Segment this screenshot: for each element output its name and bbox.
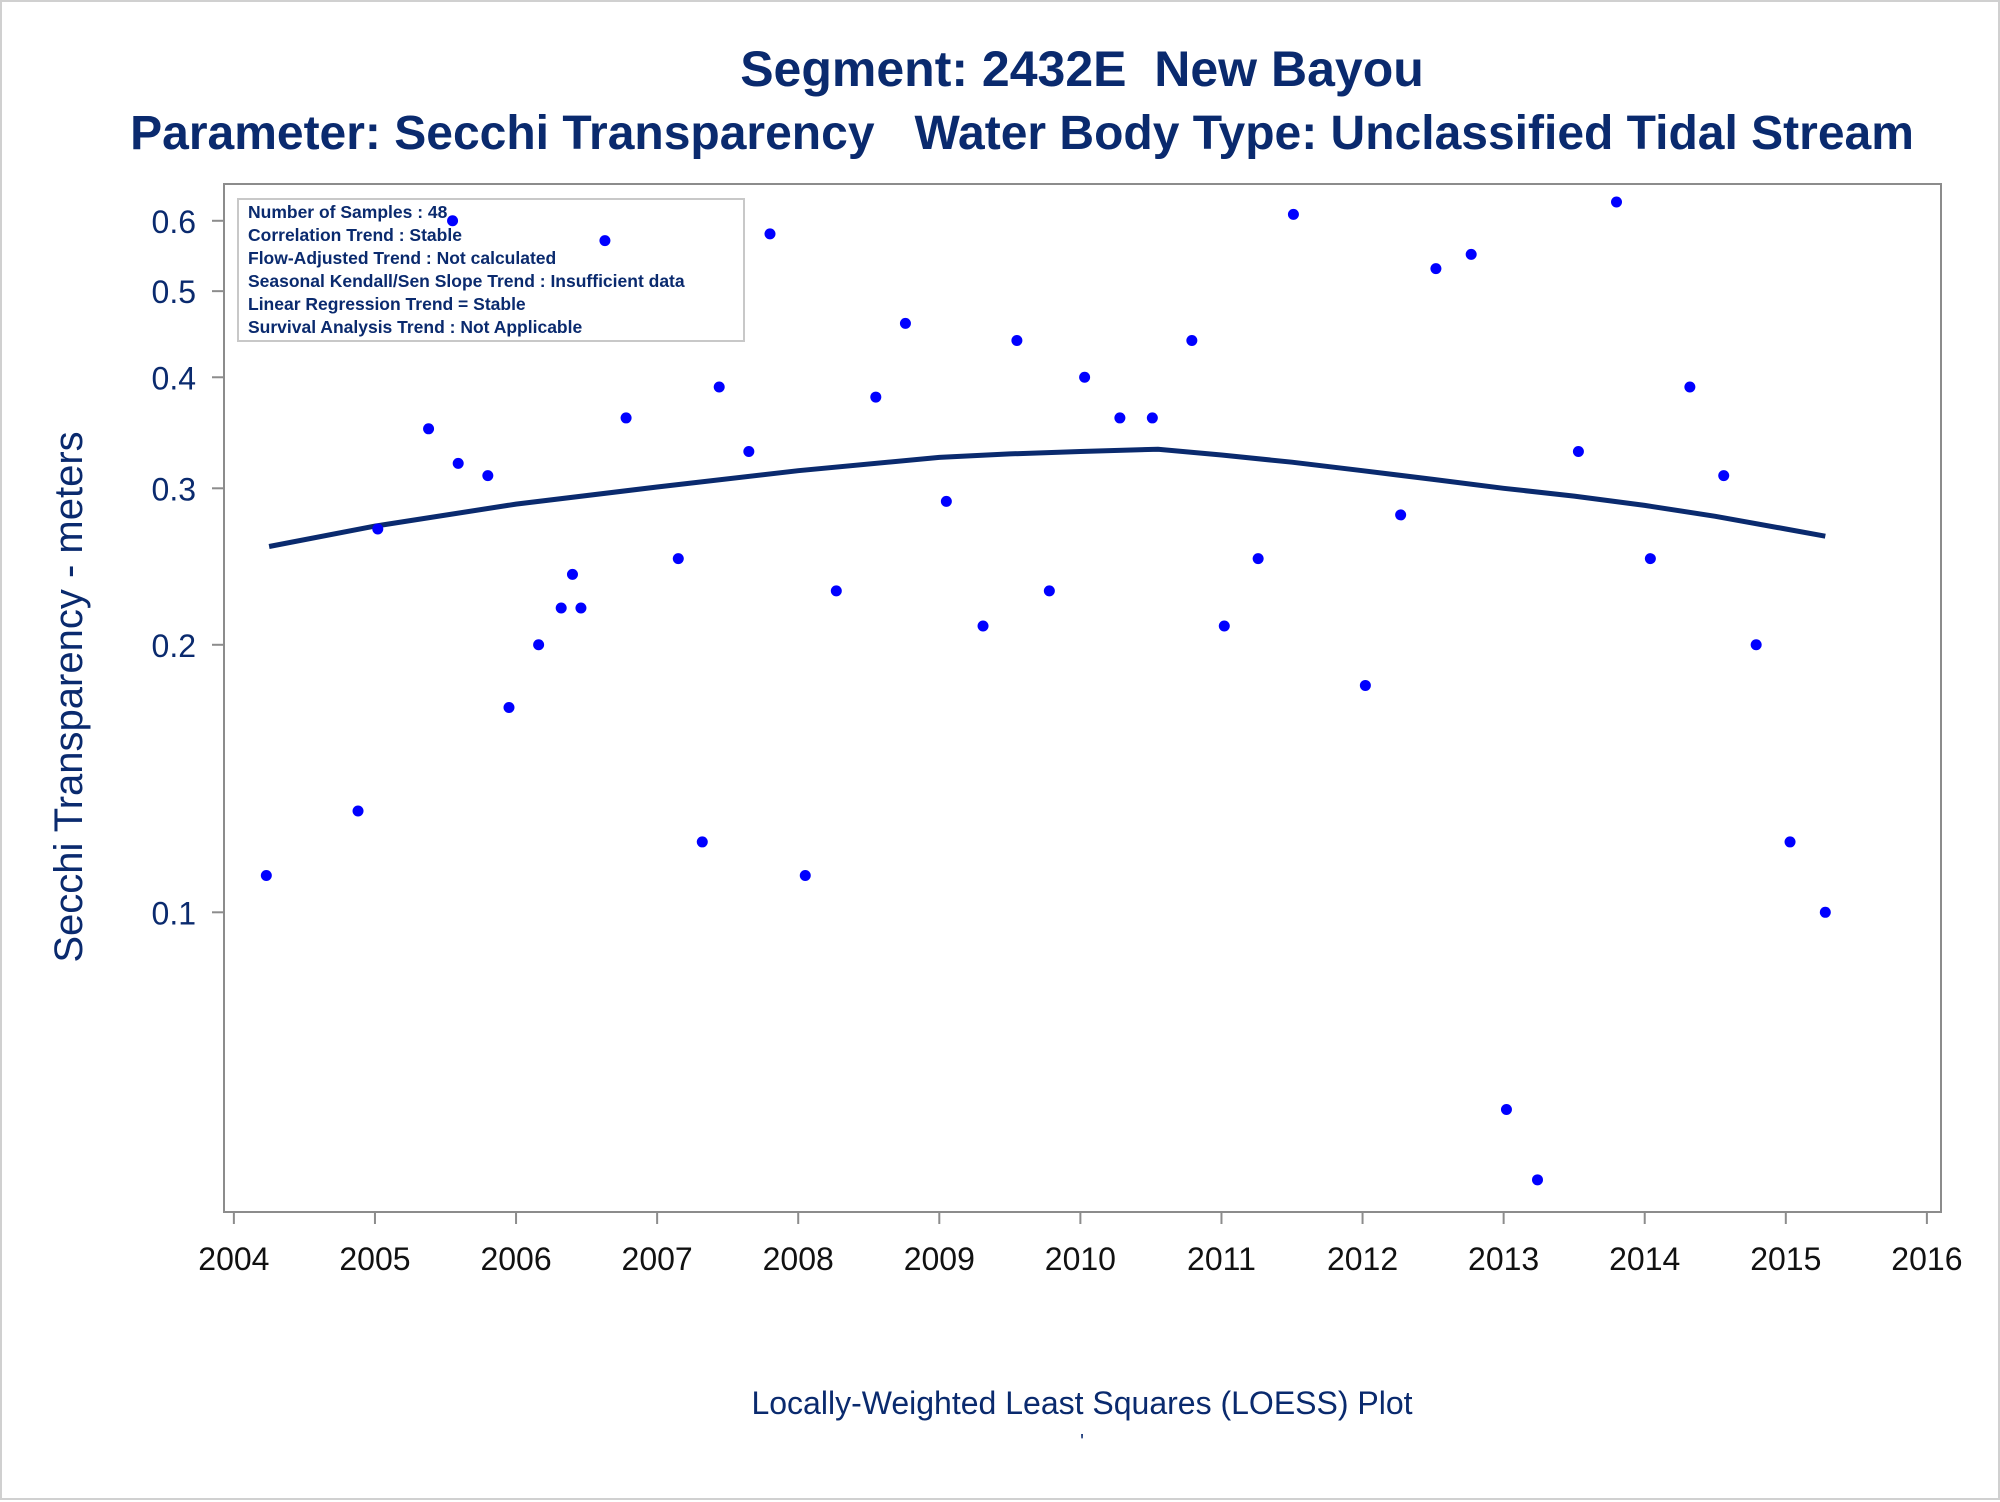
x-tick-label: 2009 bbox=[904, 1241, 975, 1277]
x-tick-label: 2010 bbox=[1045, 1241, 1116, 1277]
data-point bbox=[1718, 470, 1730, 482]
data-point bbox=[352, 805, 364, 817]
data-point bbox=[533, 639, 545, 651]
data-point bbox=[1684, 381, 1696, 393]
data-point bbox=[1395, 509, 1407, 521]
data-point bbox=[870, 391, 882, 403]
data-point bbox=[940, 495, 952, 507]
plot-area-border bbox=[223, 183, 1942, 1213]
chart-subtitle: Parameter: Secchi Transparency Water Bod… bbox=[130, 107, 1914, 160]
data-point bbox=[1819, 906, 1831, 918]
data-point bbox=[1252, 553, 1264, 565]
data-point bbox=[447, 215, 459, 227]
x-tick-label: 2005 bbox=[339, 1241, 410, 1277]
data-point bbox=[764, 228, 776, 240]
data-point bbox=[503, 702, 515, 714]
data-point bbox=[1750, 639, 1762, 651]
data-point bbox=[1287, 208, 1299, 220]
y-tick-label: 0.1 bbox=[152, 895, 196, 931]
data-point bbox=[1011, 334, 1023, 346]
x-tick-label: 2014 bbox=[1609, 1241, 1680, 1277]
y-tick-label: 0.2 bbox=[152, 628, 196, 664]
data-point bbox=[575, 602, 587, 614]
stats-box-border bbox=[237, 198, 745, 342]
data-point bbox=[830, 585, 842, 597]
data-point bbox=[482, 470, 494, 482]
data-point bbox=[1531, 1174, 1543, 1186]
stat-survival: Survival Analysis Trend : Not Applicable bbox=[248, 317, 582, 337]
data-point bbox=[696, 836, 708, 848]
data-point bbox=[260, 870, 272, 882]
stat-linear-regression: Linear Regression Trend = Stable bbox=[248, 294, 526, 314]
data-point bbox=[1784, 836, 1796, 848]
data-point bbox=[977, 620, 989, 632]
stat-samples: Number of Samples : 48 bbox=[248, 202, 448, 222]
x-tick-label: 2016 bbox=[1891, 1241, 1962, 1277]
data-point bbox=[1359, 679, 1371, 691]
stats-box: Number of Samples : 48 Correlation Trend… bbox=[237, 198, 745, 342]
data-point bbox=[1644, 553, 1656, 565]
data-points bbox=[260, 196, 1831, 1186]
x-tick-label: 2008 bbox=[763, 1241, 834, 1277]
data-point bbox=[1572, 446, 1584, 458]
x-tick-label: 2011 bbox=[1187, 1241, 1256, 1277]
footnote-mark: ' bbox=[1080, 1431, 1084, 1453]
stat-flow-adjusted: Flow-Adjusted Trend : Not calculated bbox=[248, 248, 556, 268]
x-axis-label: Locally-Weighted Least Squares (LOESS) P… bbox=[751, 1385, 1412, 1421]
data-point bbox=[1114, 412, 1126, 424]
data-point bbox=[1218, 620, 1230, 632]
data-point bbox=[1146, 412, 1158, 424]
y-axis: 0.1 0.2 0.3 0.4 0.5 0.6 bbox=[152, 204, 224, 931]
data-point bbox=[1500, 1103, 1512, 1115]
data-point bbox=[620, 412, 632, 424]
data-point bbox=[1186, 334, 1198, 346]
data-point bbox=[423, 423, 435, 435]
data-point bbox=[372, 523, 384, 535]
stat-seasonal-kendall: Seasonal Kendall/Sen Slope Trend : Insuf… bbox=[248, 271, 685, 291]
data-point bbox=[566, 568, 578, 580]
x-tick-label: 2006 bbox=[480, 1241, 551, 1277]
x-axis: 2004 2005 2006 2007 2008 2009 2010 2011 2012 2013… bbox=[198, 1212, 1962, 1277]
data-point bbox=[672, 553, 684, 565]
y-tick-label: 0.3 bbox=[152, 471, 196, 507]
data-point bbox=[899, 317, 911, 329]
data-point bbox=[1430, 263, 1442, 275]
y-tick-label: 0.6 bbox=[152, 204, 196, 240]
data-point bbox=[599, 235, 611, 247]
data-point bbox=[555, 602, 567, 614]
stat-correlation: Correlation Trend : Stable bbox=[248, 225, 462, 245]
data-point bbox=[1465, 248, 1477, 260]
chart-title: Segment: 2432E New Bayou bbox=[740, 41, 1424, 97]
y-tick-label: 0.4 bbox=[152, 360, 196, 396]
x-tick-label: 2004 bbox=[198, 1241, 269, 1277]
data-point bbox=[713, 381, 725, 393]
data-point bbox=[1079, 371, 1091, 383]
x-tick-label: 2012 bbox=[1327, 1241, 1398, 1277]
x-tick-label: 2015 bbox=[1750, 1241, 1821, 1277]
x-tick-label: 2013 bbox=[1468, 1241, 1539, 1277]
y-axis-label: Secchi Transparency - meters bbox=[47, 431, 91, 962]
data-point bbox=[799, 870, 811, 882]
y-tick-label: 0.5 bbox=[152, 274, 196, 310]
data-point bbox=[743, 446, 755, 458]
data-point bbox=[452, 457, 464, 469]
data-point bbox=[1043, 585, 1055, 597]
loess-trend-line bbox=[268, 446, 1826, 549]
data-point bbox=[1611, 196, 1623, 208]
x-tick-label: 2007 bbox=[622, 1241, 693, 1277]
